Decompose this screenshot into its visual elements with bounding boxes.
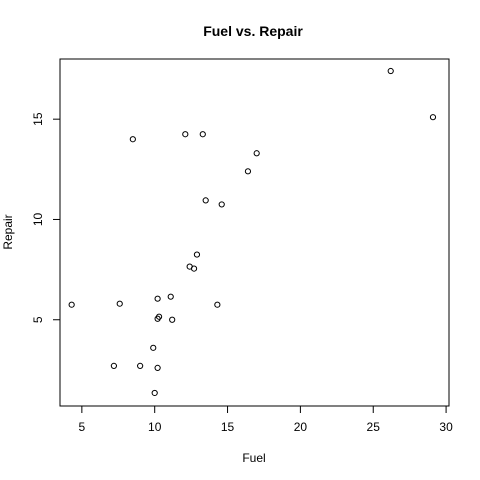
data-point xyxy=(429,114,437,121)
y-tick-label: 15 xyxy=(31,112,45,126)
data-point xyxy=(193,251,201,258)
x-axis-label: Fuel xyxy=(242,451,265,465)
x-tick-label: 15 xyxy=(221,420,235,434)
data-point xyxy=(154,295,161,302)
y-tick-label: 5 xyxy=(31,316,45,323)
y-axis-label: Repair xyxy=(1,214,15,249)
data-point xyxy=(218,201,225,208)
data-point xyxy=(199,131,206,138)
data-point xyxy=(68,301,75,308)
data-point xyxy=(154,364,161,371)
data-point xyxy=(110,362,118,369)
x-tick-label: 25 xyxy=(367,420,381,434)
data-points xyxy=(68,67,437,397)
x-tick-label: 30 xyxy=(439,420,453,434)
data-point xyxy=(253,150,260,157)
data-point xyxy=(154,315,161,322)
data-point xyxy=(129,136,136,143)
data-point xyxy=(116,300,123,307)
data-point xyxy=(169,316,176,323)
data-point xyxy=(150,344,157,351)
x-tick-label: 10 xyxy=(148,420,162,434)
data-point xyxy=(214,301,221,308)
y-tick-label: 10 xyxy=(31,212,45,226)
data-point xyxy=(387,67,394,75)
data-point xyxy=(151,389,158,397)
data-point xyxy=(244,168,252,175)
data-point xyxy=(190,265,198,272)
plot-frame xyxy=(59,58,450,407)
x-axis: 5 10 15 20 25 30 xyxy=(79,406,453,434)
data-point xyxy=(182,131,189,138)
x-tick-label: 20 xyxy=(294,420,308,434)
x-tick-label: 5 xyxy=(79,420,86,434)
data-point xyxy=(202,197,209,204)
chart-title: Fuel vs. Repair xyxy=(203,23,303,39)
data-point xyxy=(167,293,174,300)
data-point xyxy=(137,362,144,369)
y-axis: 5 10 15 xyxy=(31,112,60,323)
